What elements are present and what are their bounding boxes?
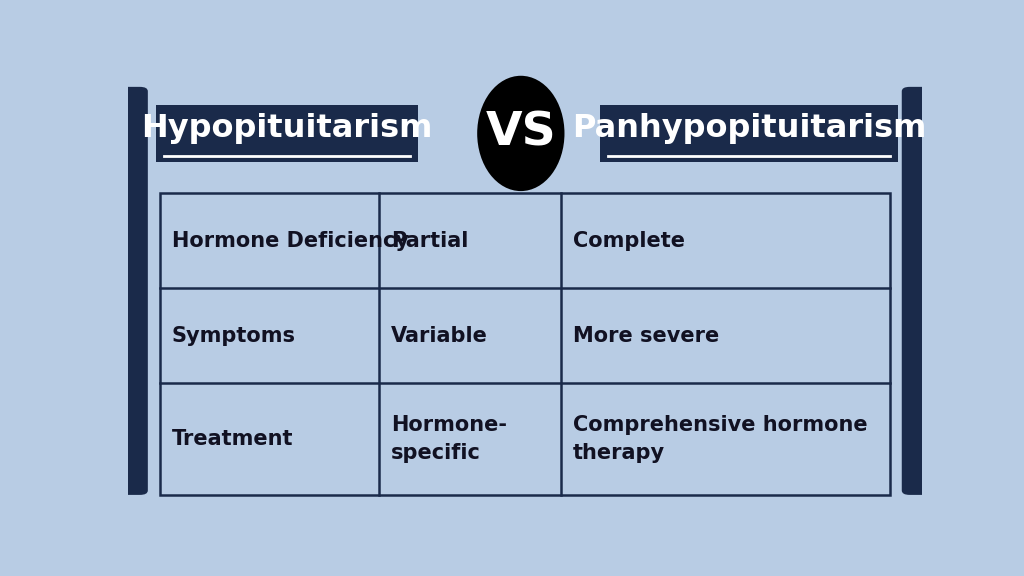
Bar xyxy=(160,194,890,495)
Text: Hormone-
specific: Hormone- specific xyxy=(391,415,507,463)
Text: Variable: Variable xyxy=(391,326,487,346)
FancyBboxPatch shape xyxy=(600,105,898,162)
Text: Hormone Deficiency: Hormone Deficiency xyxy=(172,231,409,251)
Text: Hypopituitarism: Hypopituitarism xyxy=(141,113,432,145)
Text: Symptoms: Symptoms xyxy=(172,326,296,346)
Text: Comprehensive hormone
therapy: Comprehensive hormone therapy xyxy=(573,415,867,463)
FancyBboxPatch shape xyxy=(902,87,934,495)
Ellipse shape xyxy=(477,76,564,191)
Text: Partial: Partial xyxy=(391,231,468,251)
Text: VS: VS xyxy=(485,111,556,156)
FancyBboxPatch shape xyxy=(116,87,147,495)
Text: Treatment: Treatment xyxy=(172,429,293,449)
Text: More severe: More severe xyxy=(573,326,720,346)
Text: Complete: Complete xyxy=(573,231,685,251)
Text: Panhypopituitarism: Panhypopituitarism xyxy=(571,113,926,145)
FancyBboxPatch shape xyxy=(156,105,418,162)
